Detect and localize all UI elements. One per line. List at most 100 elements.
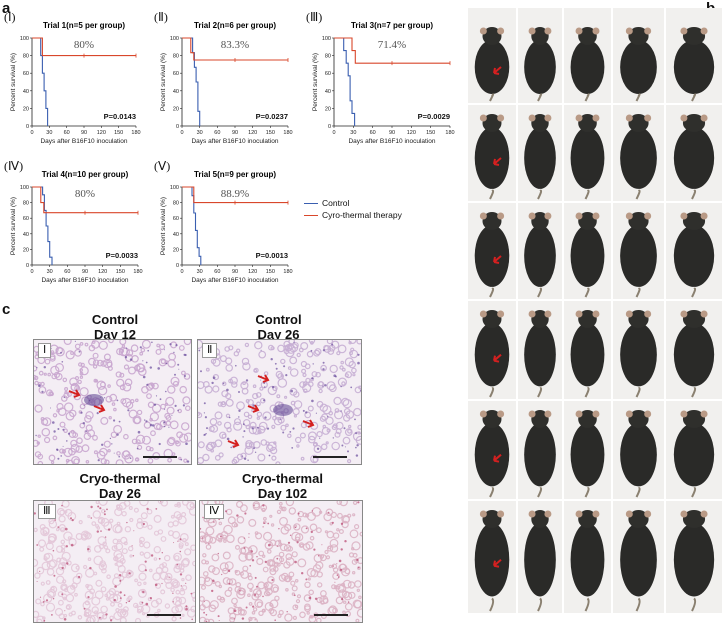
chart-title: Trial 1(n=5 per group) bbox=[43, 21, 125, 30]
mouse-ear bbox=[497, 310, 505, 318]
alveolus bbox=[248, 425, 258, 435]
nucleus bbox=[310, 530, 313, 534]
nucleus bbox=[286, 611, 288, 613]
alveolus bbox=[123, 364, 130, 370]
alveolus bbox=[180, 559, 190, 568]
y-tick-label: 20 bbox=[23, 247, 29, 253]
alveolus bbox=[100, 586, 107, 593]
alveolus bbox=[231, 458, 238, 464]
histo-title-1-line1: Control bbox=[91, 312, 139, 327]
alveolus bbox=[53, 371, 60, 379]
alveolus bbox=[299, 432, 306, 439]
nucleus bbox=[128, 572, 131, 575]
mouse-photo bbox=[518, 401, 562, 499]
alveolus bbox=[59, 448, 65, 454]
legend-cyro-label: Cyro-thermal therapy bbox=[322, 210, 402, 220]
alveolus bbox=[320, 600, 325, 605]
alveolus bbox=[179, 568, 185, 573]
alveolus bbox=[106, 590, 115, 599]
alveolus bbox=[248, 616, 253, 622]
nucleus bbox=[87, 548, 90, 551]
alveolus bbox=[324, 530, 329, 534]
x-tick-label: 150 bbox=[116, 269, 125, 275]
nucleus bbox=[226, 388, 229, 392]
chart-roman-label: (Ⅲ) bbox=[306, 10, 323, 24]
tumor-nodule bbox=[84, 394, 104, 406]
alveolus bbox=[240, 381, 249, 390]
alveolus bbox=[139, 536, 145, 543]
nucleus bbox=[339, 568, 343, 571]
mouse-ear bbox=[497, 410, 505, 418]
metastasis-arrow bbox=[257, 374, 270, 383]
mouse-photo bbox=[613, 401, 664, 499]
alveolus bbox=[326, 381, 336, 391]
tissue-texture bbox=[34, 340, 191, 464]
alveolus bbox=[327, 545, 332, 550]
nucleus bbox=[260, 379, 262, 381]
mouse-ear bbox=[700, 510, 708, 518]
nucleus bbox=[87, 596, 90, 599]
alveolus bbox=[129, 517, 134, 523]
nucleus bbox=[311, 399, 314, 403]
nucleus bbox=[235, 364, 237, 367]
alveolus bbox=[192, 560, 195, 567]
mouse-photo bbox=[564, 301, 611, 399]
x-tick-label: 180 bbox=[283, 269, 292, 275]
alveolus bbox=[92, 364, 98, 369]
alveolus bbox=[67, 536, 72, 540]
alveolus bbox=[43, 553, 51, 560]
nucleus bbox=[174, 404, 177, 407]
alveolus bbox=[127, 366, 136, 375]
alveolus bbox=[336, 512, 343, 519]
mouse-silhouette bbox=[620, 212, 657, 298]
alveolus bbox=[79, 368, 84, 372]
alveolus bbox=[167, 385, 176, 394]
alveolus bbox=[328, 564, 333, 569]
nucleus bbox=[173, 351, 175, 354]
alveolus bbox=[339, 563, 347, 571]
mouse-silhouette bbox=[620, 310, 657, 398]
alveolus bbox=[169, 420, 179, 430]
alveolus bbox=[129, 554, 133, 558]
alveolus bbox=[40, 381, 45, 387]
p-value-label: P=0.0013 bbox=[256, 251, 288, 260]
mouse-head bbox=[531, 114, 549, 132]
alveolus bbox=[185, 574, 192, 582]
alveolus bbox=[34, 365, 38, 372]
y-tick-label: 100 bbox=[170, 185, 179, 191]
nucleus bbox=[296, 541, 299, 544]
alveolus bbox=[291, 551, 298, 558]
mouse-tail bbox=[691, 189, 697, 200]
nucleus bbox=[172, 601, 174, 603]
nucleus bbox=[289, 534, 292, 536]
tissue-bg bbox=[34, 340, 191, 464]
alveolus bbox=[356, 566, 361, 570]
alveolus bbox=[335, 596, 344, 605]
mouse-photo bbox=[468, 301, 516, 399]
mouse-ear bbox=[544, 510, 552, 518]
mouse-tail bbox=[584, 387, 590, 398]
alveolus bbox=[313, 444, 322, 454]
alveolus bbox=[248, 518, 257, 527]
alveolus bbox=[301, 368, 307, 374]
nucleus bbox=[242, 423, 245, 426]
nucleus bbox=[109, 437, 112, 440]
nucleus bbox=[158, 442, 161, 446]
nucleus bbox=[262, 504, 265, 507]
alveolus bbox=[122, 382, 132, 392]
alveolus bbox=[273, 416, 283, 426]
alveolus bbox=[174, 555, 180, 561]
y-tick-label: 60 bbox=[23, 216, 29, 222]
alveolus bbox=[56, 557, 62, 563]
nucleus bbox=[331, 521, 334, 524]
alveolus bbox=[168, 530, 175, 537]
alveolus bbox=[218, 452, 224, 458]
alveolus bbox=[122, 450, 130, 458]
mouse-head bbox=[682, 212, 706, 230]
alveolus bbox=[336, 351, 341, 356]
mouse-photo bbox=[613, 501, 664, 613]
alveolus bbox=[322, 424, 327, 429]
alveolus bbox=[120, 398, 127, 405]
nucleus bbox=[308, 596, 312, 600]
mouse-head bbox=[531, 510, 549, 528]
